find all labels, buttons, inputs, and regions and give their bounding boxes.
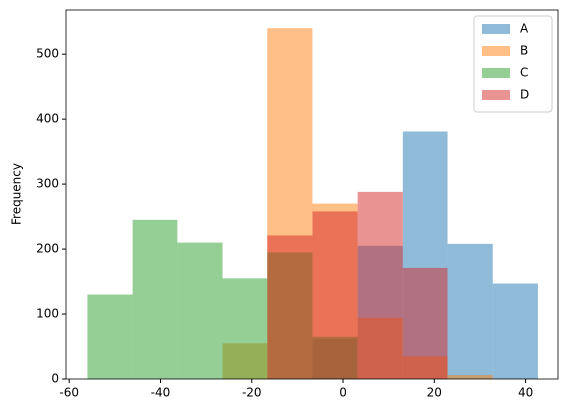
x-tick-label: 0 xyxy=(339,386,347,400)
bar xyxy=(447,375,493,379)
bar xyxy=(132,219,178,379)
bar xyxy=(222,278,268,379)
legend-swatch xyxy=(482,46,510,56)
legend-swatch xyxy=(482,90,510,100)
x-tick-label: 40 xyxy=(518,386,533,400)
x-tick-label: 20 xyxy=(427,386,442,400)
bar xyxy=(492,283,538,379)
y-tick-label: 0 xyxy=(51,372,59,386)
x-tick-label: -20 xyxy=(242,386,262,400)
y-tick-label: 300 xyxy=(36,177,59,191)
bar xyxy=(402,267,448,379)
y-tick-label: 500 xyxy=(36,47,59,61)
y-axis-label: Frequency xyxy=(10,163,24,225)
legend-label: D xyxy=(520,88,529,102)
bar xyxy=(312,211,358,379)
legend-box xyxy=(473,15,553,113)
legend-swatch xyxy=(482,68,510,78)
bar xyxy=(267,235,313,379)
x-tick-label: -60 xyxy=(59,386,79,400)
y-tick-label: 200 xyxy=(36,242,59,256)
legend-label: C xyxy=(520,66,528,80)
bar xyxy=(177,242,223,379)
legend-label: B xyxy=(520,44,528,58)
plot-frame xyxy=(65,9,559,380)
y-tick-label: 100 xyxy=(36,307,59,321)
x-tick-label: -40 xyxy=(151,386,171,400)
y-tick-label: 400 xyxy=(36,112,59,126)
legend-swatch xyxy=(482,24,510,34)
bar xyxy=(447,243,493,379)
legend-label: A xyxy=(520,22,529,36)
bar xyxy=(357,191,403,379)
bar xyxy=(87,294,133,379)
